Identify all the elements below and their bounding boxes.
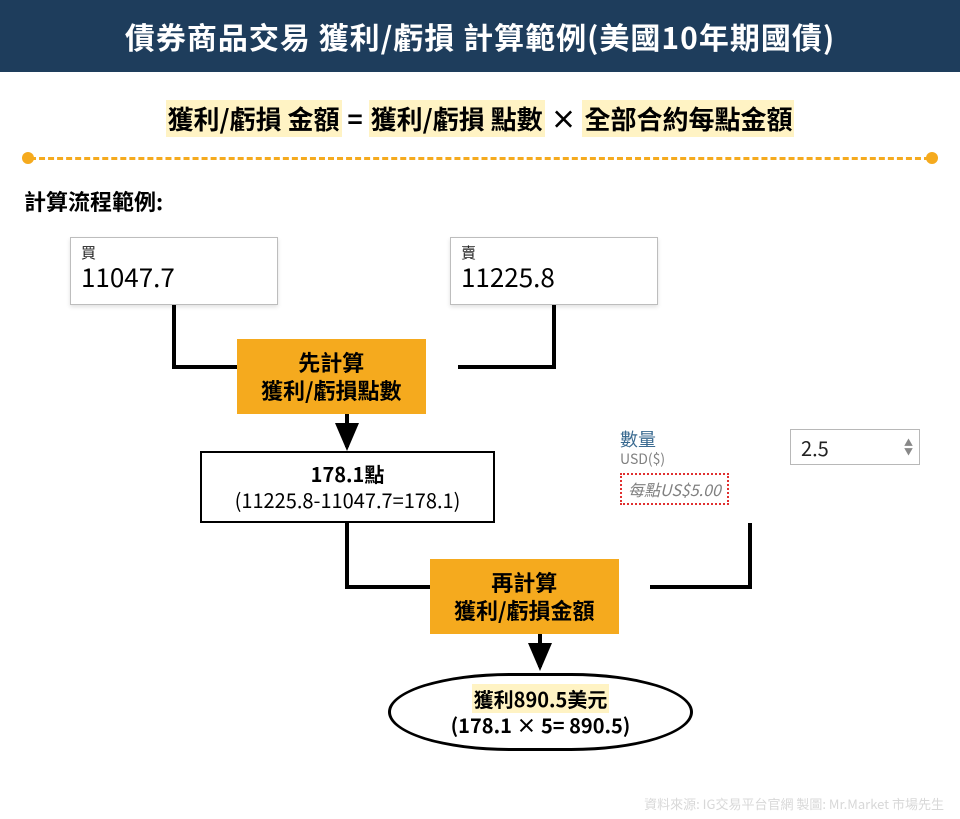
section-label: 計算流程範例: — [24, 185, 960, 217]
per-point-label: 每點US$5.00 — [620, 473, 729, 505]
points-box: 178.1點 (11225.8-11047.7=178.1) — [200, 451, 495, 523]
formula-rhs2: 全部合約每點金額 — [582, 100, 794, 137]
qty-input[interactable]: 2.5 ▲▼ — [790, 429, 920, 465]
formula-times: × — [551, 100, 577, 137]
final-line2: (178.1 × 5= 890.5) — [421, 712, 660, 738]
points-line1: 178.1點 — [220, 461, 475, 487]
formula-rhs1: 獲利/虧損 點數 — [369, 100, 545, 137]
sell-box: 賣 11225.8 — [450, 237, 658, 305]
qty-unit: USD($) — [620, 451, 665, 468]
buy-box: 買 11047.7 — [70, 237, 278, 305]
final-line1: 獲利890.5美元 — [472, 684, 610, 713]
sell-value: 11225.8 — [461, 263, 647, 292]
dot-left-icon — [22, 152, 34, 164]
stepper-arrows-icon[interactable]: ▲▼ — [904, 438, 913, 456]
formula-eq: = — [347, 100, 362, 137]
step1-box: 先計算 獲利/虧損點數 — [237, 339, 426, 414]
step1-line2: 獲利/虧損點數 — [261, 377, 402, 405]
step2-box: 再計算 獲利/虧損金額 — [430, 559, 619, 634]
flow-canvas: 買 11047.7 賣 11225.8 先計算 獲利/虧損點數 178.1點 (… — [0, 217, 960, 797]
qty-value: 2.5 — [801, 433, 829, 462]
step2-line2: 獲利/虧損金額 — [454, 597, 595, 625]
formula-lhs: 獲利/虧損 金額 — [166, 100, 342, 137]
step2-line1: 再計算 — [454, 569, 595, 597]
qty-title: 數量 — [620, 429, 665, 451]
formula: 獲利/虧損 金額 = 獲利/虧損 點數 × 全部合約每點金額 — [0, 100, 960, 137]
final-oval: 獲利890.5美元 (178.1 × 5= 890.5) — [388, 673, 693, 751]
dot-right-icon — [926, 152, 938, 164]
footer-credit: 資料來源: IG交易平台官網 製圖: Mr.Market 市場先生 — [644, 794, 944, 813]
page-header: 債券商品交易 獲利/虧損 計算範例(美國10年期國債) — [0, 0, 960, 72]
divider-dashed — [22, 155, 938, 161]
qty-panel: 數量 USD($) 2.5 ▲▼ 每點US$5.00 — [620, 429, 920, 521]
step1-line1: 先計算 — [261, 349, 402, 377]
buy-value: 11047.7 — [81, 263, 267, 292]
points-line2: (11225.8-11047.7=178.1) — [220, 487, 475, 513]
